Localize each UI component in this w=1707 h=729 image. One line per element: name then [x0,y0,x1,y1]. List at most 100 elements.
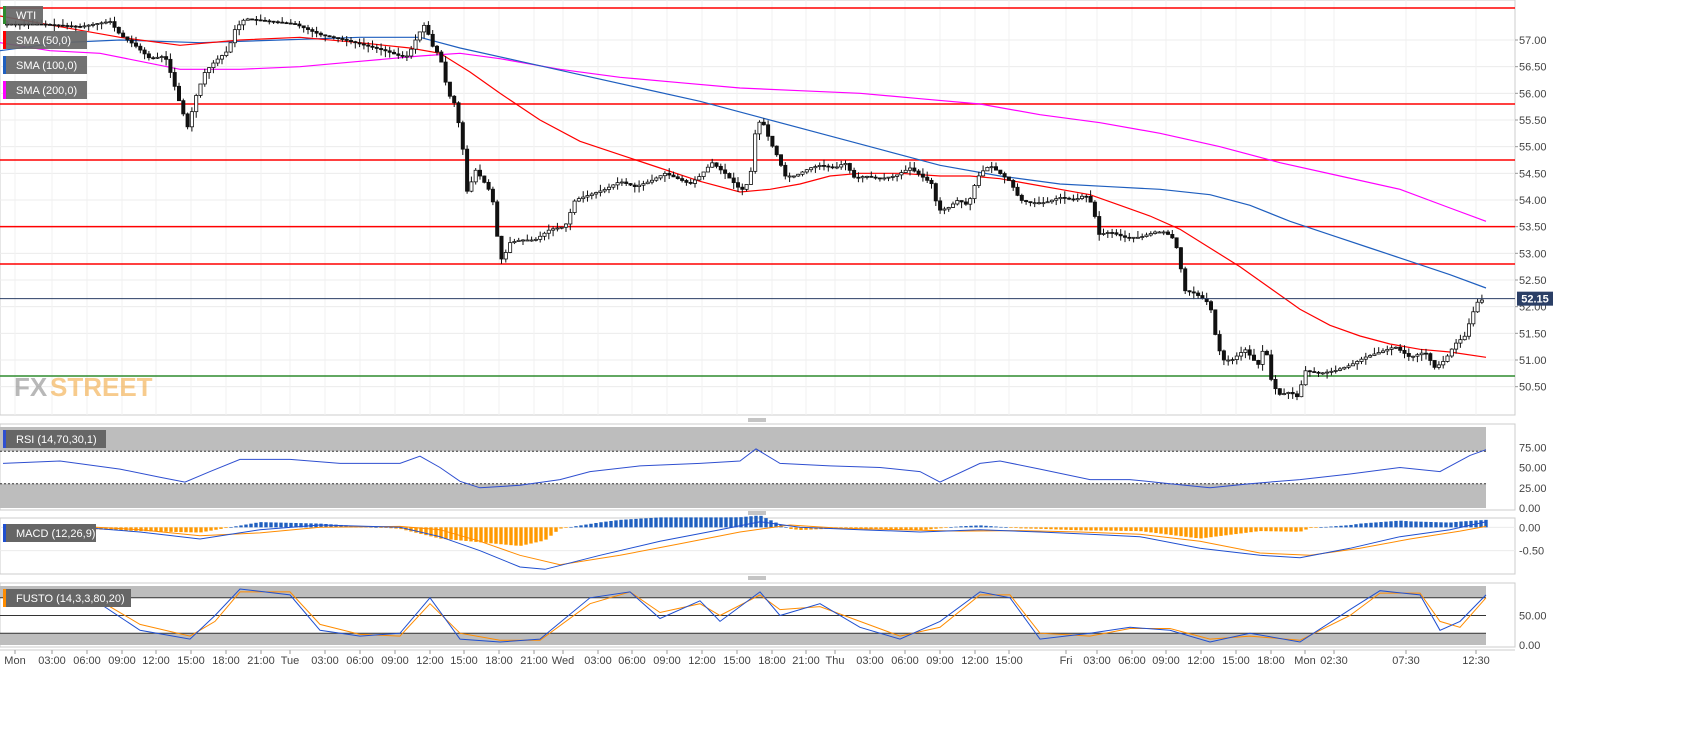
time-tick-label: 02:30 [1320,655,1348,667]
indicator-legend[interactable]: WTI SMA (50,0) SMA (100,0) SMA (200,0) [3,6,87,99]
candle-down [779,154,784,167]
candle-up [103,19,108,25]
candle-down [1307,369,1312,377]
panel-resize-handle[interactable] [748,511,766,515]
legend-box[interactable] [3,31,87,49]
macd-histogram-bar [184,527,188,533]
candle-up [744,184,749,192]
candle-up [1385,345,1390,356]
candle-up [224,46,229,58]
candle-down [374,44,379,53]
legend-box[interactable] [3,56,87,74]
candle-down [267,19,272,25]
candle-up [189,107,194,132]
legend-item[interactable]: SMA (200,0) [3,81,87,99]
candle-up [215,55,220,67]
macd-histogram-bar [334,524,338,528]
candle-down [280,17,285,24]
stoch-legend[interactable]: FUSTO (14,3,3,80,20) [3,589,131,607]
candle-up [1458,334,1463,348]
candle-up [796,173,801,177]
macd-histogram-bar [414,527,418,533]
macd-histogram-bar [1089,527,1093,531]
candle-down [1264,349,1269,356]
price-tick-label: 54.50 [1519,168,1547,180]
time-tick-label: 12:00 [142,655,170,667]
macd-histogram-bar [199,527,203,533]
macd-histogram-bar [754,515,758,528]
candle-down [929,177,934,189]
candle-up [658,175,663,181]
macd-histogram-bar [1104,527,1108,531]
candle-up [508,236,513,254]
candle-down [1071,194,1076,202]
candle-up [469,176,474,193]
rsi-legend[interactable]: RSI (14,70,30,1) [3,430,106,448]
macd-histogram-bar [934,527,938,529]
legend-box[interactable] [3,589,131,607]
legend-box[interactable] [3,430,106,448]
candle-down [1127,232,1132,242]
macd-histogram-bar [464,527,468,541]
macd-histogram-bar [524,527,528,545]
candle-down [181,98,186,117]
candle-up [473,168,478,185]
time-tick-label: 06:00 [73,655,101,667]
candle-down [731,172,736,189]
stoch-label: FUSTO (14,3,3,80,20) [16,593,125,605]
legend-color-swatch [3,56,6,74]
candle-down [826,163,831,172]
candle-up [542,231,547,241]
candle-down [847,162,852,174]
macd-histogram-bar [1379,522,1383,528]
candle-down [387,46,392,58]
time-tick-label: 18:00 [485,655,513,667]
panel-resize-handle[interactable] [748,418,766,422]
macd-histogram-bar [254,522,258,528]
panel-resize-handle[interactable] [748,576,766,580]
horizontal-levels [0,7,1515,377]
legend-box[interactable] [3,6,43,24]
legend-item[interactable]: WTI [3,6,43,24]
macd-histogram-bar [1234,527,1238,535]
candle-up [241,18,246,31]
candle-down [314,26,319,38]
legend-box[interactable] [3,524,96,542]
macd-legend[interactable]: MACD (12,26,9) [3,524,96,542]
legend-color-swatch [3,430,6,448]
macd-histogram-bar [519,527,523,546]
candle-down [770,135,775,148]
macd-histogram-bar [1044,527,1048,530]
macd-histogram-bar [179,527,183,533]
rsi-label: RSI (14,70,30,1) [16,434,97,446]
macd-histogram-bar [539,527,543,542]
candle-up [787,172,792,183]
legend-label: SMA (100,0) [16,60,77,72]
candle-up [576,196,581,203]
legend-item[interactable]: SMA (50,0) [3,31,87,49]
legend-box[interactable] [3,81,87,99]
time-tick-label: Wed [552,655,574,667]
candle-up [989,161,994,173]
candle-down [151,55,156,60]
price-tick-label: 54.00 [1519,195,1547,207]
candle-up [981,165,986,177]
candle-up [800,171,805,177]
candle-up [1368,354,1373,358]
candle-down [1247,345,1252,360]
candle-down [305,24,310,35]
candle-down [357,38,362,48]
macd-histogram-bar [574,526,578,528]
macd-histogram-bar [529,527,533,544]
candle-up [1226,355,1231,366]
candle-up [538,231,543,243]
legend-item[interactable]: SMA (100,0) [3,56,87,74]
macd-histogram-bar [1039,527,1043,529]
candle-up [641,180,646,191]
candle-down [138,43,143,54]
candle-up [1041,197,1046,207]
macd-histogram-bar [1264,527,1268,532]
macd-histogram-bar [429,527,433,537]
candle-up [710,158,715,168]
candle-up [985,166,990,172]
